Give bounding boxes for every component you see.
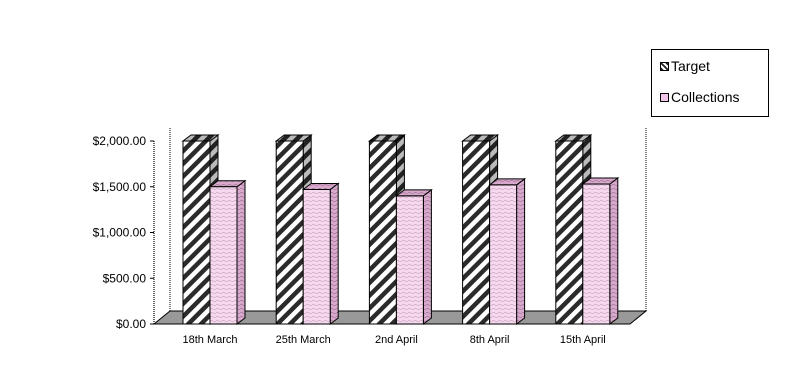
x-tick-label: 25th March bbox=[276, 334, 331, 346]
y-tick-label: $2,000.00 bbox=[93, 134, 147, 148]
bar-side-face bbox=[609, 177, 619, 325]
x-tick-label: 18th March bbox=[182, 334, 237, 346]
y-tick-label: $500.00 bbox=[103, 271, 147, 285]
bar-front-face bbox=[489, 184, 518, 325]
x-tick-label: 2nd April bbox=[375, 334, 418, 346]
legend-label-target: Target bbox=[671, 58, 710, 74]
bar-collections bbox=[581, 177, 620, 325]
x-tick-label: 15th April bbox=[560, 334, 606, 346]
bar-collections bbox=[301, 182, 340, 325]
y-tick-label: $1,000.00 bbox=[93, 226, 147, 240]
bar-front-face bbox=[462, 140, 491, 325]
y-tick-label: $0.00 bbox=[116, 317, 146, 331]
collections-swatch-icon bbox=[660, 92, 669, 102]
bar-front-face bbox=[395, 195, 424, 325]
target-swatch-icon bbox=[660, 61, 669, 71]
chart-legend: Target Collections bbox=[651, 49, 769, 117]
bar-front-face bbox=[582, 183, 611, 325]
bar-front-face bbox=[209, 186, 238, 325]
bar-front-face bbox=[182, 140, 211, 325]
legend-label-collections: Collections bbox=[671, 89, 740, 105]
bar-side-face bbox=[329, 182, 339, 325]
bar-collections bbox=[208, 179, 247, 325]
bar-front-face bbox=[302, 188, 331, 325]
bar-side-face bbox=[516, 177, 526, 325]
x-tick-label: 8th April bbox=[470, 334, 510, 346]
bar-front-face bbox=[368, 140, 397, 325]
legend-item-collections: Collections bbox=[660, 89, 739, 105]
bar-collections bbox=[488, 177, 527, 325]
legend-item-target: Target bbox=[660, 58, 710, 74]
bar-front-face bbox=[555, 140, 584, 325]
bar-side-face bbox=[236, 179, 246, 325]
y-tick-label: $1,500.00 bbox=[93, 180, 147, 194]
bar-front-face bbox=[275, 140, 304, 325]
bar-side-face bbox=[422, 188, 432, 325]
bar-collections bbox=[394, 188, 433, 325]
